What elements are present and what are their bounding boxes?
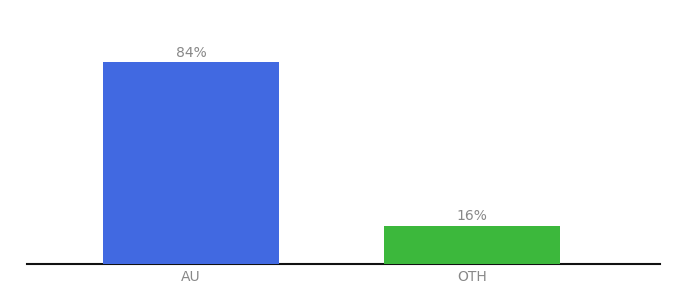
Bar	[384, 226, 560, 264]
Text: 84%: 84%	[176, 46, 207, 59]
Text: 16%: 16%	[457, 209, 488, 223]
Bar	[103, 62, 279, 264]
